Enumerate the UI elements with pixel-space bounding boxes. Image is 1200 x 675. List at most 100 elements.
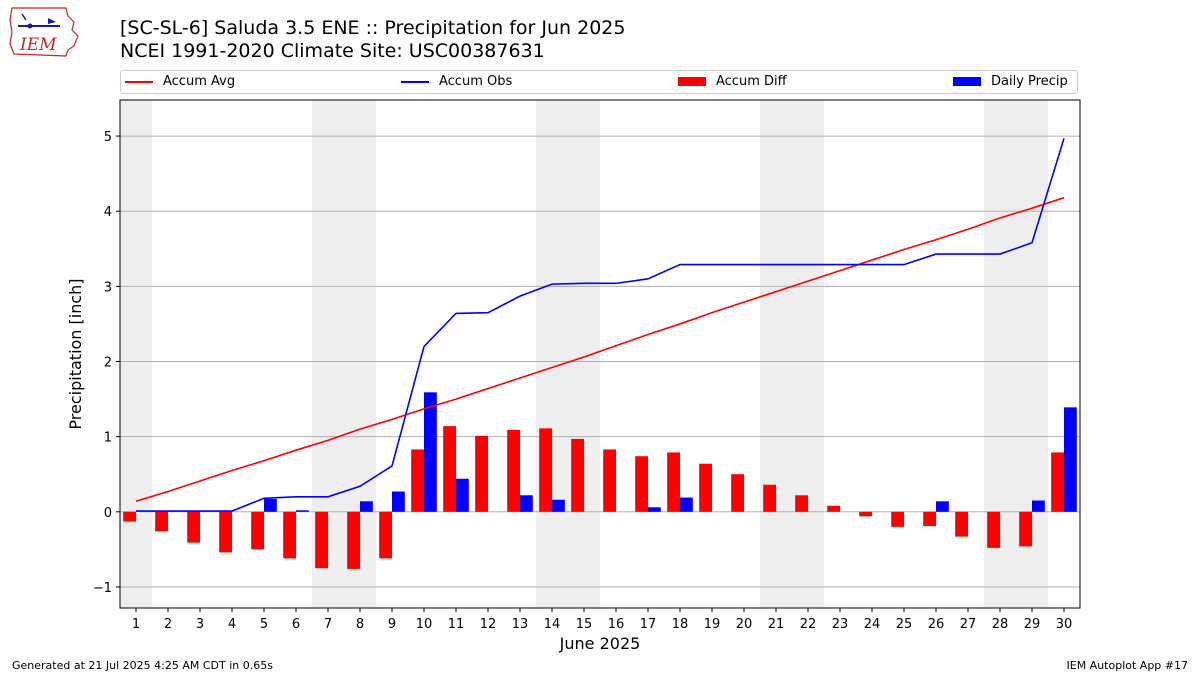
legend-swatch-accum-obs: [401, 80, 429, 83]
logo-text: IEM: [19, 35, 57, 55]
daily-precip-bar: [1064, 407, 1077, 512]
chart-title: [SC-SL-6] Saluda 3.5 ENE :: Precipitatio…: [120, 17, 626, 39]
daily-precip-bar: [680, 497, 693, 512]
x-tick-label: 9: [388, 617, 396, 632]
x-tick-label: 4: [228, 617, 236, 632]
legend-label-accum-obs: Accum Obs: [439, 74, 513, 89]
x-tick-label: 10: [416, 617, 433, 632]
x-tick-label: 22: [800, 617, 817, 632]
weekend-shade: [792, 100, 824, 608]
accum-diff-bar: [347, 511, 360, 569]
daily-precip-bar: [424, 392, 437, 512]
daily-precip-bar: [264, 499, 277, 512]
accum-diff-bar: [731, 474, 744, 512]
x-tick-label: 12: [480, 617, 497, 632]
x-tick-label: 2: [164, 617, 172, 632]
y-tick-label: 2: [104, 356, 112, 371]
x-tick-label: 30: [1056, 617, 1073, 632]
plot-frame: [119, 99, 1081, 609]
accum-diff-bar: [219, 511, 232, 553]
daily-precip-bar: [520, 495, 533, 512]
accum-diff-bar: [987, 511, 1000, 548]
legend-label-daily-precip: Daily Precip: [991, 74, 1068, 89]
daily-precip-bar: [1032, 500, 1045, 512]
legend-label-accum-avg: Accum Avg: [163, 74, 236, 89]
x-tick-label: 19: [704, 617, 721, 632]
accum-diff-bar: [315, 511, 328, 569]
legend-item-accum-obs: Accum Obs: [401, 74, 512, 90]
x-tick-label: 21: [768, 617, 785, 632]
weekend-shade: [760, 100, 792, 608]
x-tick-label: 14: [544, 617, 561, 632]
iem-logo: IEM: [9, 7, 79, 57]
x-tick-label: 6: [292, 617, 300, 632]
x-tick-label: 25: [896, 617, 913, 632]
accum-diff-bar: [251, 511, 264, 550]
accum-diff-bar: [1019, 511, 1032, 547]
daily-precip-bar: [456, 478, 469, 512]
x-tick-label: 15: [576, 617, 593, 632]
legend-item-accum-avg: Accum Avg: [125, 74, 235, 90]
weekend-shade: [568, 100, 600, 608]
accum-diff-bar: [699, 463, 712, 512]
x-tick-label: 11: [448, 617, 465, 632]
x-tick-label: 18: [672, 617, 689, 632]
y-tick-label: 5: [104, 130, 112, 145]
x-tick-label: 23: [832, 617, 849, 632]
accum-diff-bar: [411, 449, 424, 512]
accum-diff-bar: [891, 511, 904, 527]
legend-swatch-daily-precip: [953, 77, 981, 86]
accum-diff-bar: [379, 511, 392, 559]
accum-diff-bar: [859, 511, 872, 517]
y-axis-label: Precipitation [inch]: [66, 278, 85, 429]
accum-diff-bar: [795, 495, 808, 512]
daily-precip-bar: [296, 510, 309, 512]
accum-diff-bar: [763, 484, 776, 512]
app-note: IEM Autoplot App #17: [1066, 659, 1189, 672]
x-tick-label: 13: [512, 617, 529, 632]
x-tick-label: 16: [608, 617, 625, 632]
accum-diff-bar: [123, 511, 136, 522]
x-tick-label: 1: [132, 617, 140, 632]
legend: Accum Avg Accum Obs Accum Diff Daily Pre…: [120, 70, 1078, 94]
accum-diff-bar: [443, 426, 456, 512]
legend-item-daily-precip: Daily Precip: [953, 74, 1068, 90]
accum-diff-bar: [667, 452, 680, 512]
x-tick-label: 17: [640, 617, 657, 632]
accum-diff-bar: [187, 511, 200, 543]
accum-avg-line: [135, 196, 1065, 503]
x-tick-label: 29: [1024, 617, 1041, 632]
y-tick-label: 3: [104, 280, 112, 295]
y-tick-label: 0: [104, 506, 112, 521]
daily-precip-bar: [360, 501, 373, 512]
x-tick-label: 7: [324, 617, 332, 632]
legend-label-accum-diff: Accum Diff: [716, 74, 787, 89]
x-tick-label: 26: [928, 617, 945, 632]
x-tick-label: 24: [864, 617, 881, 632]
accum-diff-bar: [507, 429, 520, 512]
y-tick-label: −1: [93, 581, 112, 596]
accum-diff-bar: [955, 511, 968, 537]
x-axis-label: June 2025: [559, 634, 641, 653]
weekend-shade: [536, 100, 568, 608]
generated-note: Generated at 21 Jul 2025 4:25 AM CDT in …: [12, 659, 273, 672]
accum-diff-bar: [475, 435, 488, 512]
accum-diff-bar: [827, 505, 840, 512]
x-tick-label: 8: [356, 617, 364, 632]
legend-swatch-accum-avg: [125, 80, 153, 83]
daily-precip-bar: [936, 501, 949, 512]
x-tick-label: 28: [992, 617, 1009, 632]
y-tick-label: 1: [104, 431, 112, 446]
accum-diff-bar: [1051, 452, 1064, 512]
daily-precip-bar: [552, 499, 565, 512]
accum-diff-bar: [539, 428, 552, 512]
weekend-shade: [120, 100, 152, 608]
x-tick-label: 20: [736, 617, 753, 632]
x-tick-label: 27: [960, 617, 977, 632]
legend-item-accum-diff: Accum Diff: [678, 74, 787, 90]
accum-diff-bar: [571, 438, 584, 512]
accum-diff-bar: [923, 511, 936, 527]
accum-diff-bar: [283, 511, 296, 559]
daily-precip-bar: [392, 491, 405, 512]
